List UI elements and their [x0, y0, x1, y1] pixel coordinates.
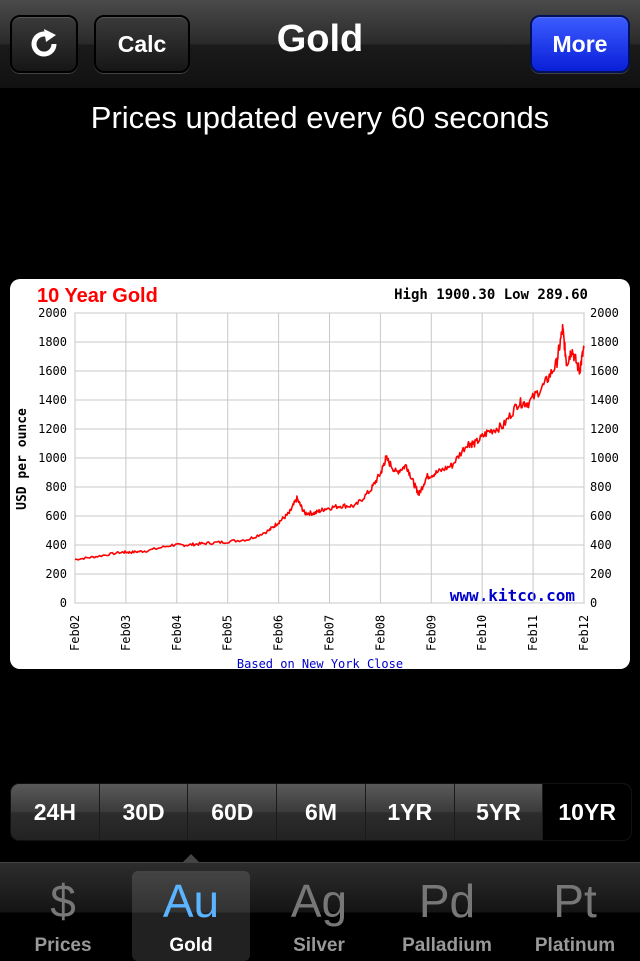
tab-label: Palladium: [402, 935, 492, 956]
tab-label: Silver: [293, 935, 345, 956]
calc-button[interactable]: Calc: [94, 15, 190, 73]
x-tick-label: Feb06: [272, 615, 286, 651]
x-tick-label: Feb08: [373, 615, 387, 651]
tab-bar: $ Prices Au Gold Ag Silver Pd Palladium Pt Platin…: [0, 862, 640, 961]
x-tick-label: Feb12: [577, 615, 591, 651]
page-title: Gold: [276, 18, 364, 60]
chart-svg: 10 Year Gold High 1900.30 Low 289.60 USD…: [15, 285, 619, 669]
tab-label: Prices: [34, 935, 92, 956]
x-tick-label: Feb05: [221, 615, 235, 651]
range-tab-30d[interactable]: 30D: [100, 784, 189, 840]
tab-gold[interactable]: Au Gold: [132, 871, 250, 961]
range-tab-10yr[interactable]: 10YR: [543, 784, 631, 840]
x-tick-label: Feb09: [424, 615, 438, 651]
y-tick-label-right: 1200: [590, 422, 619, 436]
navigation-bar: Calc Gold More: [0, 0, 640, 89]
y-tick-label: 400: [45, 538, 67, 552]
y-tick-label: 800: [45, 480, 67, 494]
range-tab-60d[interactable]: 60D: [188, 784, 278, 840]
y-tick-label-right: 0: [590, 596, 597, 610]
x-tick-label: Feb02: [68, 615, 82, 651]
tab-prices[interactable]: $ Prices: [4, 871, 122, 961]
y-tick-label-right: 1600: [590, 364, 619, 378]
chart-watermark: www.kitco.com: [450, 586, 576, 605]
y-tick-label-right: 1000: [590, 451, 619, 465]
y-tick-label: 0: [60, 596, 67, 610]
y-tick-label: 200: [45, 567, 67, 581]
palladium-symbol-icon: Pd: [418, 875, 476, 927]
silver-symbol-icon: Ag: [290, 875, 348, 927]
platinum-symbol-icon: Pt: [553, 875, 597, 927]
y-tick-label: 1400: [38, 393, 67, 407]
refresh-button[interactable]: [10, 15, 78, 73]
y-tick-label: 1800: [38, 335, 67, 349]
range-tab-1yr[interactable]: 1YR: [366, 784, 455, 840]
y-tick-label-right: 1400: [590, 393, 619, 407]
chart-footnote: Based on New York Close: [237, 657, 403, 669]
x-tick-label: Feb10: [475, 615, 489, 651]
more-button[interactable]: More: [530, 15, 630, 73]
prices-symbol-icon: $: [50, 875, 76, 927]
y-tick-label-right: 600: [590, 509, 612, 523]
refresh-icon: [31, 29, 57, 57]
chart-title: 10 Year Gold: [37, 285, 158, 307]
active-tab-indicator: [182, 854, 200, 863]
y-tick-label: 2000: [38, 306, 67, 320]
range-selector: 24H 30D 60D 6M 1YR 5YR 10YR: [10, 783, 632, 841]
chart-ylabel: USD per ounce: [15, 408, 30, 510]
chart-high-low: High 1900.30 Low 289.60: [394, 287, 588, 303]
tab-label: Gold: [169, 935, 213, 956]
gold-symbol-icon: Au: [162, 875, 220, 927]
range-tab-5yr[interactable]: 5YR: [455, 784, 544, 840]
y-tick-label-right: 800: [590, 480, 612, 494]
gold-price-line: [74, 323, 585, 561]
range-tab-24h[interactable]: 24H: [11, 784, 100, 840]
y-tick-label-right: 2000: [590, 306, 619, 320]
y-tick-label-right: 400: [590, 538, 612, 552]
tab-label: Platinum: [534, 935, 616, 956]
x-tick-label: Feb04: [170, 615, 184, 651]
y-tick-label: 1000: [38, 451, 67, 465]
gold-price-chart: 10 Year Gold High 1900.30 Low 289.60 USD…: [10, 279, 630, 669]
y-tick-label: 1200: [38, 422, 67, 436]
y-tick-label-right: 200: [590, 567, 612, 581]
tab-platinum[interactable]: Pt Platinum: [516, 871, 634, 961]
tab-palladium[interactable]: Pd Palladium: [388, 871, 506, 961]
range-tab-6m[interactable]: 6M: [277, 784, 366, 840]
x-tick-label: Feb07: [323, 615, 337, 651]
tab-silver[interactable]: Ag Silver: [260, 871, 378, 961]
x-tick-label: Feb03: [119, 615, 133, 651]
x-tick-label: Feb11: [526, 615, 540, 651]
y-tick-label: 1600: [38, 364, 67, 378]
y-tick-label-right: 1800: [590, 335, 619, 349]
y-tick-label: 600: [45, 509, 67, 523]
update-notice: Prices updated every 60 seconds: [90, 100, 550, 135]
